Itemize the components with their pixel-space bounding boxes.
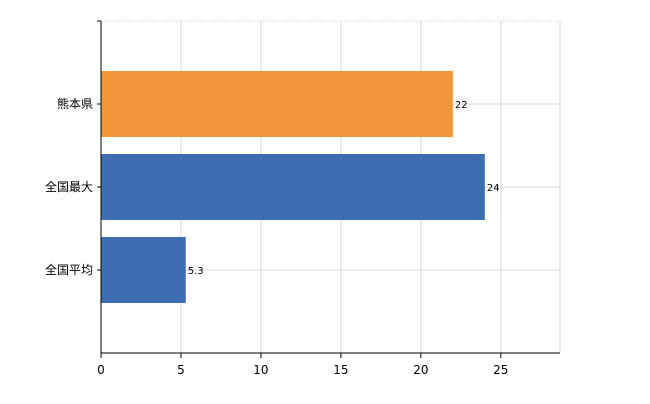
bar-value-label: 24 xyxy=(487,183,500,194)
axes xyxy=(97,20,560,358)
x-tick-label: 25 xyxy=(493,363,508,377)
y-tick-label: 熊本県 xyxy=(57,96,93,111)
x-tick-label: 15 xyxy=(333,363,348,377)
x-tick-label: 0 xyxy=(97,363,105,377)
bar-value-label: 5.3 xyxy=(188,266,204,277)
y-tick-label: 全国平均 xyxy=(45,262,93,277)
x-tick-label: 10 xyxy=(253,363,268,377)
bars xyxy=(101,71,485,303)
bar xyxy=(101,154,485,220)
bar-value-label: 22 xyxy=(455,100,468,111)
bar xyxy=(101,71,453,137)
x-tick-label: 5 xyxy=(177,363,185,377)
x-tick-label: 20 xyxy=(413,363,428,377)
bar xyxy=(101,237,186,303)
y-tick-label: 全国最大 xyxy=(45,179,93,194)
